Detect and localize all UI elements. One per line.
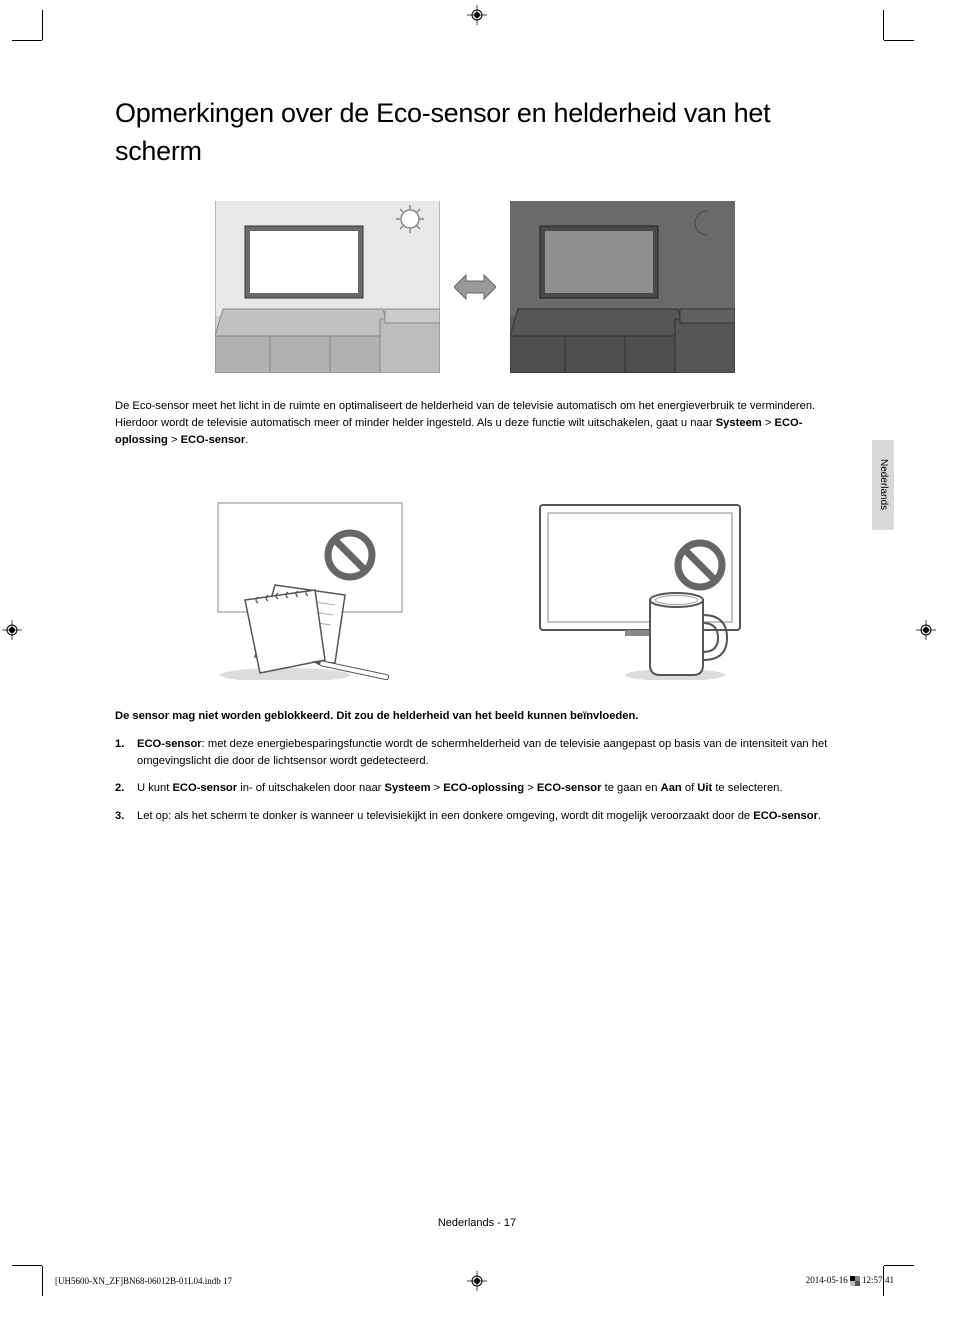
crop-mark: [884, 1265, 914, 1266]
light-room-illustration: [215, 201, 440, 373]
intro-text: De Eco-sensor meet het licht in de ruimt…: [115, 400, 815, 429]
item-number: 1.: [115, 736, 124, 753]
registration-mark-icon: [467, 1271, 487, 1291]
sensor-blocking-warning: De sensor mag niet worden geblokkeerd. D…: [115, 710, 835, 722]
page-title: Opmerkingen over de Eco-sensor en helder…: [115, 95, 835, 171]
process-color-icon: [850, 1276, 860, 1286]
room-illustration-row: [115, 201, 835, 373]
item-bold: ECO-sensor: [137, 738, 202, 750]
list-item: 2. U kunt ECO-sensor in- of uitschakelen…: [115, 780, 835, 797]
page-footer-filename: [UH5600-XN_ZF]BN68-06012B-01L04.indb 17: [55, 1276, 232, 1286]
intro-paragraph: De Eco-sensor meet het licht in de ruimt…: [115, 398, 835, 450]
item-number: 2.: [115, 780, 124, 797]
registration-mark-icon: [916, 620, 936, 640]
double-arrow-icon: [454, 272, 496, 302]
page-footer-timestamp: 2014-05-16 12:57:41: [806, 1275, 894, 1286]
list-item: 1. ECO-sensor: met deze energiebesparing…: [115, 736, 835, 771]
page-content: Opmerkingen over de Eco-sensor en helder…: [115, 95, 835, 835]
crop-mark: [12, 40, 42, 41]
crop-mark: [42, 1266, 43, 1296]
item-number: 3.: [115, 808, 124, 825]
eco-sensor-list: 1. ECO-sensor: met deze energiebesparing…: [115, 736, 835, 825]
registration-mark-icon: [2, 620, 22, 640]
blocking-illustration-row: [115, 490, 835, 680]
list-item: 3. Let op: als het scherm te donker is w…: [115, 808, 835, 825]
crop-mark: [42, 10, 43, 40]
item-text: : met deze energiebesparingsfunctie word…: [137, 738, 827, 767]
page-footer-center: Nederlands - 17: [0, 1217, 954, 1229]
menu-path-systeem: Systeem: [716, 417, 762, 429]
menu-path-eco-sensor: ECO-sensor: [181, 434, 246, 446]
cup-blocking-illustration: [530, 500, 750, 680]
registration-mark-icon: [467, 5, 487, 25]
calendar-blocking-illustration: [200, 490, 420, 680]
dark-room-illustration: [510, 201, 735, 373]
language-tab: Nederlands: [872, 440, 894, 530]
crop-mark: [12, 1265, 42, 1266]
crop-mark: [883, 10, 884, 40]
crop-mark: [884, 40, 914, 41]
